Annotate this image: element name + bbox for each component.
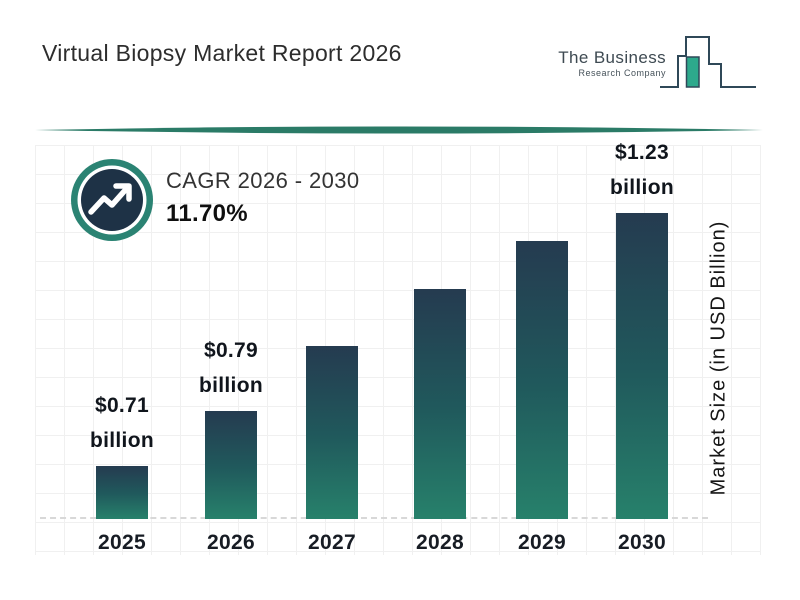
x-axis-tick-label: 2030	[618, 531, 666, 554]
logo-buildings-icon	[660, 36, 756, 88]
x-axis-tick-label: 2029	[518, 531, 566, 554]
bar-2029	[516, 241, 568, 519]
logo-text: The Business Research Company	[548, 48, 666, 78]
bar-value-label: $1.23 billion	[610, 141, 674, 199]
divider-ribbon	[35, 126, 765, 134]
logo-text-line1: The Business	[558, 48, 666, 67]
bar-2028	[414, 289, 466, 519]
cagr-label: CAGR 2026 - 2030	[166, 168, 360, 193]
bar-2026	[205, 411, 257, 519]
cagr-value: 11.70%	[166, 200, 248, 227]
bar-value-label: $0.71 billion	[90, 394, 154, 452]
logo-text-line2: Research Company	[578, 68, 666, 78]
x-axis-baseline	[40, 517, 708, 519]
bar-2027	[306, 346, 358, 519]
x-axis-tick-label: 2028	[416, 531, 464, 554]
bar-value-label: $0.79 billion	[199, 339, 263, 397]
x-axis-tick-label: 2025	[98, 531, 146, 554]
trending-up-icon	[71, 159, 153, 241]
bar-2025	[96, 466, 148, 519]
x-axis-tick-label: 2026	[207, 531, 255, 554]
y-axis-label: Market Size (in USD Billion)	[707, 220, 730, 496]
x-axis-tick-label: 2027	[308, 531, 356, 554]
bar-2030	[616, 213, 668, 519]
page-title: Virtual Biopsy Market Report 2026	[42, 40, 402, 66]
logo: The Business Research Company	[548, 30, 763, 100]
